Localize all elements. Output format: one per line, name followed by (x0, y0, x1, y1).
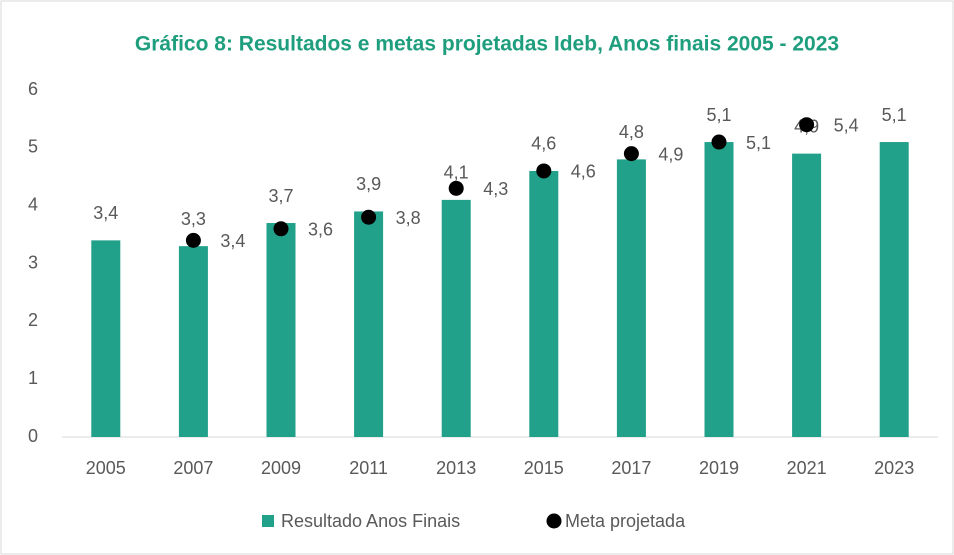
meta-value-label: 4,9 (658, 144, 683, 164)
legend-swatch (546, 513, 562, 529)
y-tick-label: 6 (28, 79, 38, 99)
x-tick-label: 2019 (699, 458, 739, 478)
x-tick-label: 2021 (787, 458, 827, 478)
bar (354, 211, 384, 437)
x-tick-label: 2011 (349, 458, 388, 478)
y-tick-label: 2 (28, 310, 38, 330)
bar (529, 170, 559, 437)
x-tick-label: 2007 (173, 458, 213, 478)
bar-value-label: 4,1 (444, 163, 469, 183)
bar (704, 142, 734, 438)
x-tick-label: 2017 (611, 458, 651, 478)
meta-dot (536, 163, 552, 179)
x-tick-label: 2015 (524, 458, 564, 478)
meta-dot (273, 221, 289, 237)
bar-value-label: 3,7 (268, 186, 293, 206)
bar (266, 223, 296, 437)
bar-value-label: 3,9 (356, 174, 381, 194)
x-tick-label: 2023 (874, 458, 914, 478)
meta-dot (799, 117, 815, 133)
x-tick-label: 2005 (86, 458, 126, 478)
bar (792, 153, 822, 437)
meta-dot (185, 232, 201, 248)
chart-title: Gráfico 8: Resultados e metas projetadas… (135, 33, 839, 56)
y-tick-label: 5 (28, 137, 38, 157)
meta-value-label: 5,1 (746, 133, 771, 153)
x-tick-label: 2013 (436, 458, 476, 478)
bar-value-label: 5,1 (706, 105, 731, 125)
y-tick-label: 4 (28, 194, 38, 214)
legend-swatch (262, 515, 274, 527)
bar-value-label: 4,8 (619, 122, 644, 142)
meta-dot (623, 146, 639, 162)
legend-label: Resultado Anos Finais (281, 511, 460, 531)
meta-dot (448, 180, 464, 196)
x-tick-label: 2009 (261, 458, 301, 478)
y-tick-label: 3 (28, 252, 38, 272)
meta-value-label: 3,8 (396, 208, 421, 228)
meta-value-label: 3,4 (220, 231, 245, 251)
meta-value-label: 5,4 (834, 115, 859, 135)
bar-value-label: 3,4 (93, 203, 118, 223)
y-tick-label: 0 (28, 426, 38, 446)
legend-label: Meta projetada (565, 511, 686, 531)
meta-value-label: 4,6 (571, 162, 596, 182)
bar-value-label: 4,6 (531, 134, 556, 154)
bar (91, 240, 121, 437)
bar-value-label: 3,3 (181, 209, 206, 229)
bar (616, 159, 646, 437)
bar-value-label: 5,1 (882, 105, 907, 125)
y-tick-label: 1 (28, 368, 38, 388)
bar (178, 246, 208, 437)
meta-dot (361, 209, 377, 225)
meta-value-label: 4,3 (483, 179, 508, 199)
meta-value-label: 3,6 (308, 220, 333, 240)
meta-dot (711, 134, 727, 150)
bar (441, 199, 471, 437)
bar (879, 142, 909, 438)
